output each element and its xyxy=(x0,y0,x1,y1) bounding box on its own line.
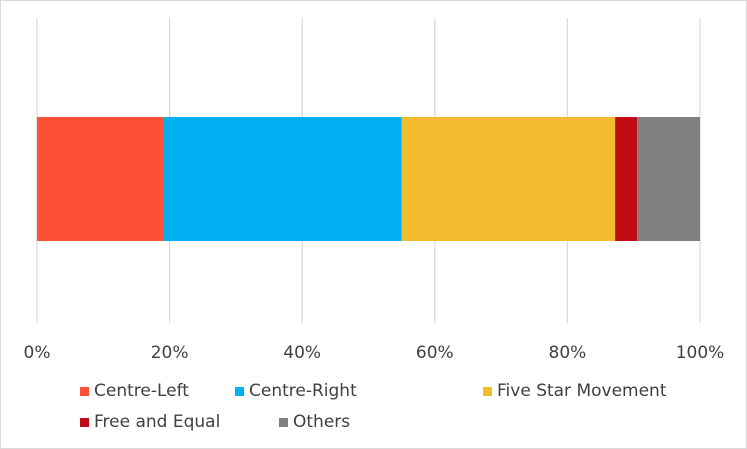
legend-swatch xyxy=(80,386,89,396)
bar-segment-others xyxy=(637,117,700,241)
legend-item: Free and Equal xyxy=(80,412,220,432)
x-tick-label: 60% xyxy=(416,343,454,363)
legend-label: Free and Equal xyxy=(94,412,221,432)
legend-label: Centre-Left xyxy=(94,381,189,401)
legend-item: Others xyxy=(279,412,350,432)
legend-swatch xyxy=(235,386,244,396)
legend-item: Five Star Movement xyxy=(483,381,667,401)
legend-item: Centre-Right xyxy=(235,381,357,401)
legend-swatch xyxy=(80,417,89,427)
legend-label: Five Star Movement xyxy=(497,381,667,401)
legend-item: Centre-Left xyxy=(80,381,189,401)
x-tick-label: 0% xyxy=(24,343,51,363)
legend-swatch xyxy=(279,417,288,427)
x-tick-label: 80% xyxy=(549,343,587,363)
legend-label: Others xyxy=(293,412,351,432)
x-tick-label: 40% xyxy=(283,343,321,363)
bar-segment-centre-left xyxy=(37,117,163,241)
x-tick-label: 20% xyxy=(151,343,189,363)
bar-segment-centre-right xyxy=(162,117,402,241)
legend-label: Centre-Right xyxy=(249,381,357,401)
bar-segment-five-star-movement xyxy=(401,117,616,241)
legend-swatch xyxy=(483,386,492,396)
bar-segment-free-and-equal xyxy=(615,117,638,241)
x-tick-label: 100% xyxy=(676,343,725,363)
